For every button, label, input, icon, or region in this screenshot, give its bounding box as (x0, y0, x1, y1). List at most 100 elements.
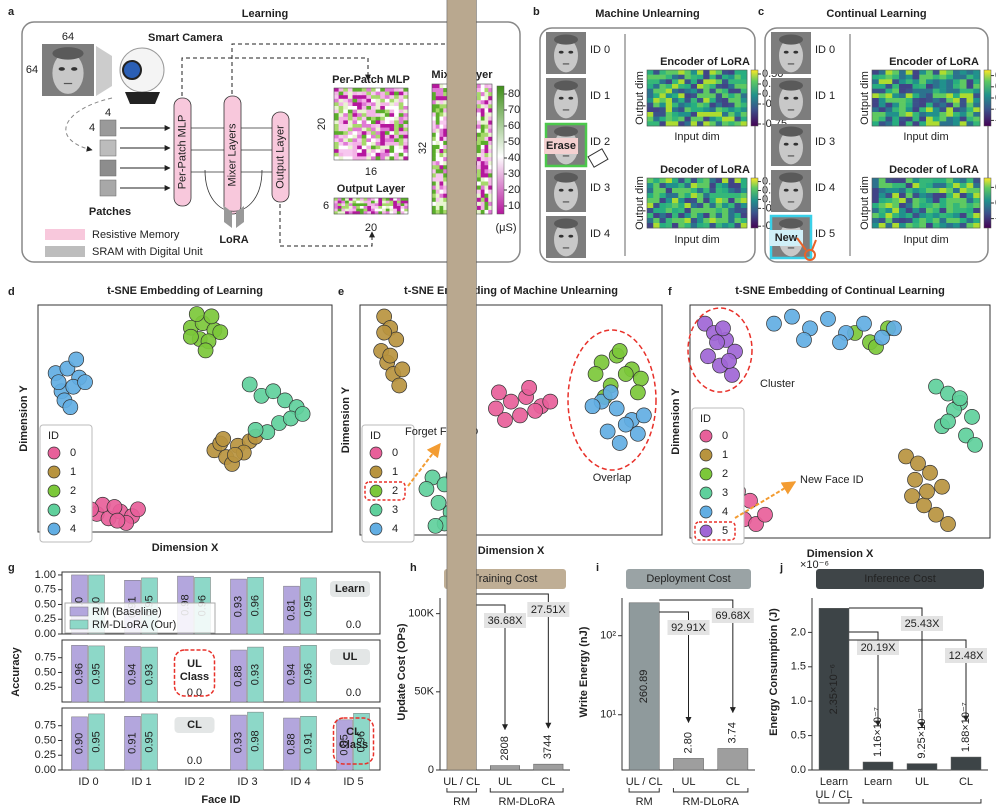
heatmap-cell (384, 95, 390, 100)
heatmap-cell (932, 203, 940, 209)
heatmap-cell (356, 206, 361, 209)
heatmap-cell (659, 70, 667, 75)
patch (99, 119, 117, 137)
heatmap-cell (398, 152, 404, 157)
heatmap-cell (338, 156, 344, 161)
group-bracket (446, 788, 477, 793)
heatmap-dim: 6 (323, 200, 329, 212)
heatmap-cell (394, 131, 400, 136)
heatmap-cell (435, 177, 440, 182)
heatmap-cell (389, 106, 395, 110)
heatmap-cell (659, 178, 667, 184)
heatmap-cell (400, 200, 405, 204)
heatmap-cell (432, 169, 437, 174)
bar (124, 646, 141, 703)
value-label: 0.81 (285, 599, 297, 620)
heatmap-cell (678, 88, 685, 94)
value-label: 260.89 (638, 670, 650, 704)
heatmap-cell (394, 91, 400, 96)
legend-label: 3 (722, 487, 728, 499)
heatmap-cell (872, 193, 880, 199)
heatmap-cell (939, 208, 947, 214)
heatmap-cell (488, 120, 493, 125)
y-tick-label: 0.75 (35, 652, 56, 664)
heatmap-cell (488, 209, 493, 215)
point (512, 407, 528, 424)
legend-label: 5 (722, 525, 728, 537)
heatmap-cell (398, 88, 404, 92)
heatmap-cell (734, 178, 742, 184)
heatmap-cell (432, 161, 437, 166)
bar (906, 763, 938, 771)
heatmap-cell (899, 203, 907, 209)
heatmap-cell (348, 206, 353, 209)
heatmap-cell (488, 185, 493, 190)
heatmap-cell (703, 79, 710, 85)
heatmap-cell (389, 206, 394, 209)
point (952, 390, 968, 407)
heatmap-cell (404, 208, 409, 212)
heatmap-cell (939, 102, 947, 108)
layer-label: Per-Patch MLP (176, 115, 188, 190)
heatmap-cell (885, 188, 893, 194)
heatmap-cell (715, 203, 723, 209)
patch (99, 139, 117, 157)
heatmap-cell (912, 79, 920, 85)
heatmap-cell (480, 112, 485, 117)
heatmap-cell (443, 197, 448, 203)
heatmap-cell (878, 188, 886, 194)
heatmap-cell (363, 208, 368, 212)
annotation: Cluster (760, 378, 795, 390)
heatmap-cell (892, 70, 900, 75)
x-tick-label: ID 5 (343, 776, 363, 788)
heatmap-cell (380, 142, 386, 146)
heatmap-cell (715, 84, 723, 89)
heatmap-cell (912, 74, 920, 80)
ratio-label: 92.91X (671, 622, 707, 634)
heatmap-cell (367, 206, 372, 209)
heatmap-cell (678, 107, 685, 113)
heatmap-cell (439, 124, 444, 129)
heatmap-cell (878, 93, 886, 99)
heatmap-cell (905, 74, 913, 80)
heatmap-cell (653, 213, 660, 219)
heatmap-cell (374, 203, 379, 207)
heatmap-cell (932, 178, 940, 184)
heatmap-cell (665, 213, 673, 219)
heatmap-cell (892, 88, 900, 94)
heatmap-cell (653, 88, 660, 94)
heatmap-cell (347, 95, 353, 100)
heatmap-cell (885, 112, 893, 117)
heatmap-cell (709, 70, 717, 75)
heatmap-cell (359, 211, 364, 215)
point (721, 353, 737, 369)
heatmap-cell (973, 79, 981, 85)
heatmap-cell (484, 144, 489, 150)
heatmap-cell (959, 223, 967, 229)
heatmap-cell (946, 193, 954, 199)
heatmap-cell (443, 161, 448, 166)
x-tick-label: UL / CL (443, 776, 480, 788)
heatmap-cell (665, 183, 673, 189)
heatmap-cell (357, 116, 363, 121)
panel-letter: g (8, 562, 15, 574)
heatmap-cell (939, 74, 947, 80)
heatmap-cell (356, 203, 361, 207)
ratio-box (711, 608, 754, 623)
heatmap-cell (734, 93, 742, 99)
heatmap-cell (371, 145, 376, 150)
heatmap-cell (488, 100, 493, 105)
heatmap-cell (926, 218, 934, 224)
heatmap-cell (366, 156, 372, 161)
heatmap-cell (872, 188, 880, 194)
chart-title: t-SNE Embedding of Continual Learning (735, 285, 945, 297)
bar (230, 578, 247, 635)
point (766, 315, 782, 332)
heatmap-cell (653, 116, 660, 122)
y-tick-label: 0.0 (791, 764, 806, 776)
heatmap-cell (709, 79, 717, 85)
heatmap-cell (878, 178, 886, 184)
heatmap-cell (357, 131, 363, 136)
heatmap-cell (734, 203, 742, 209)
